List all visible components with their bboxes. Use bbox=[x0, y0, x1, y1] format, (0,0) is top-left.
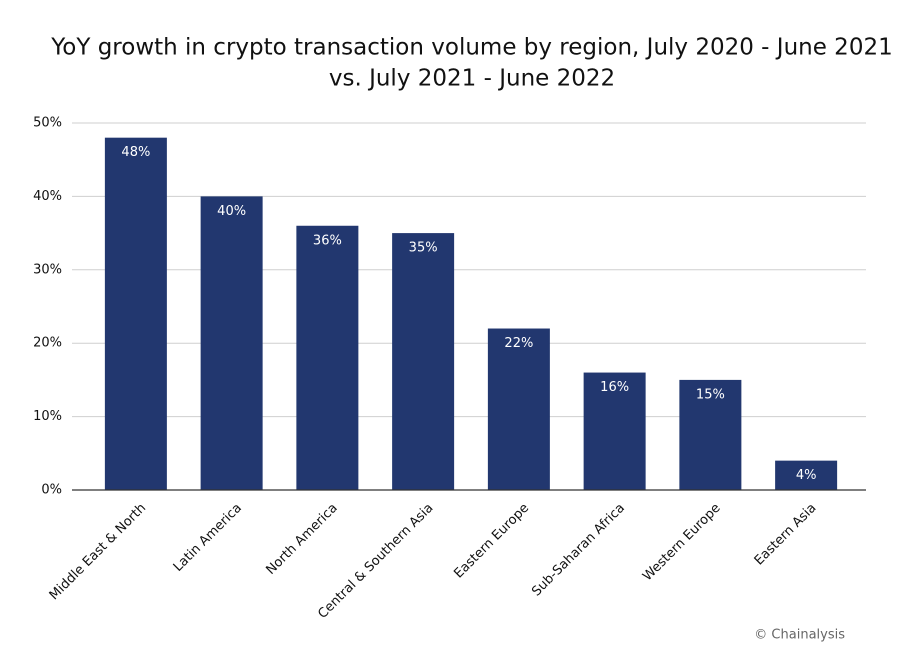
value-label: 48% bbox=[121, 145, 150, 160]
x-tick-label: Eastern Asia bbox=[752, 501, 820, 569]
y-tick-label: 50% bbox=[33, 116, 62, 131]
value-label: 22% bbox=[504, 336, 533, 351]
value-label: 4% bbox=[796, 468, 817, 483]
chart-title: YoY growth in crypto transaction volume … bbox=[50, 35, 892, 61]
x-tick-label: Middle East & North bbox=[47, 501, 149, 603]
y-tick-label: 40% bbox=[33, 189, 62, 204]
y-tick-label: 0% bbox=[41, 483, 62, 498]
value-label: 40% bbox=[217, 204, 246, 219]
value-label: 35% bbox=[409, 241, 438, 256]
bar bbox=[487, 328, 550, 490]
x-tick-label: Western Europe bbox=[640, 501, 724, 585]
y-tick-label: 20% bbox=[33, 336, 62, 351]
y-tick-label: 10% bbox=[33, 409, 62, 424]
bar bbox=[200, 196, 263, 490]
x-tick-label: Eastern Europe bbox=[451, 501, 532, 582]
x-tick-label: Central & Southern Asia bbox=[315, 501, 436, 622]
source: © Chainalysis bbox=[754, 628, 845, 643]
value-label: 16% bbox=[600, 380, 629, 395]
bar bbox=[775, 460, 838, 490]
y-tick-label: 30% bbox=[33, 262, 62, 277]
value-label: 15% bbox=[696, 387, 725, 402]
bar bbox=[583, 372, 646, 490]
value-label: 36% bbox=[313, 233, 342, 248]
chart-title: vs. July 2021 - June 2022 bbox=[329, 66, 615, 92]
bar bbox=[104, 137, 167, 490]
x-tick-label: Latin America bbox=[171, 501, 245, 575]
bar bbox=[296, 225, 359, 490]
bar bbox=[679, 379, 742, 490]
bar bbox=[392, 233, 455, 490]
x-tick-label: Sub-Saharan Africa bbox=[529, 501, 628, 600]
x-tick-label: North America bbox=[264, 501, 341, 578]
